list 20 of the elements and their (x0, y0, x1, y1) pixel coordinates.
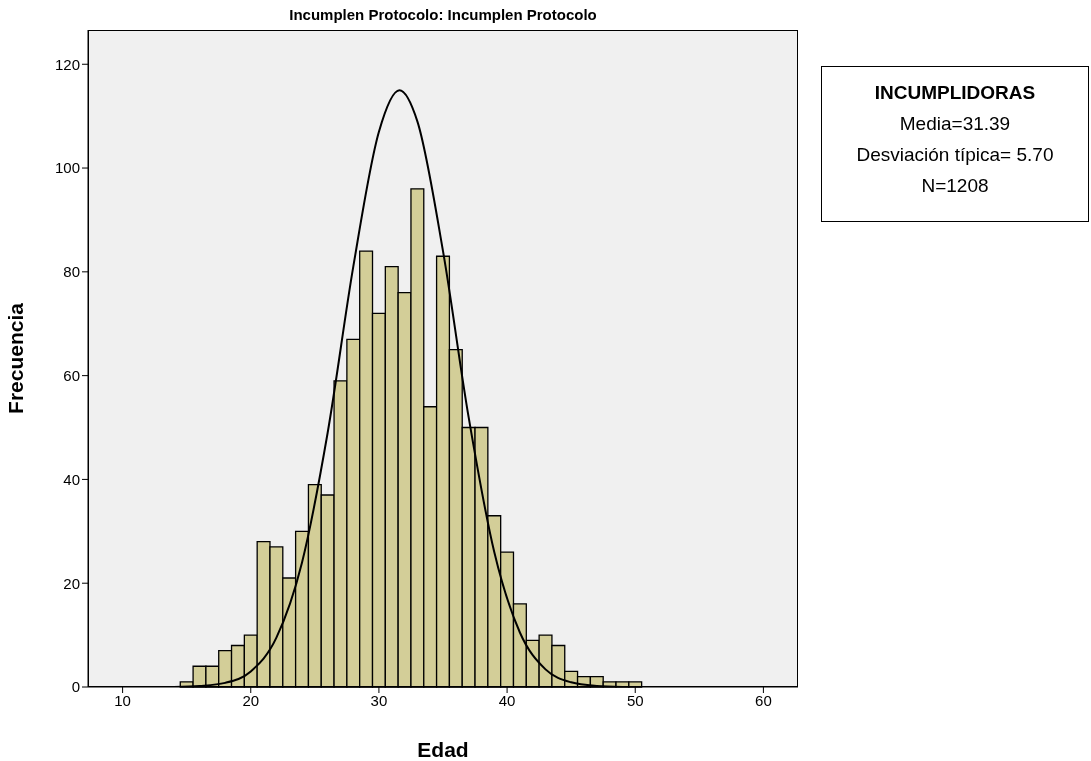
x-tick-label: 60 (755, 691, 772, 709)
y-tick-label: 60 (63, 366, 80, 384)
x-tick-label: 30 (370, 691, 388, 709)
y-tick-label: 20 (63, 574, 80, 592)
y-axis-title: Frecuencia (4, 302, 28, 414)
y-tick-label: 80 (63, 263, 80, 281)
chart-title: Incumplen Protocolo: Incumplen Protocolo (288, 6, 598, 23)
x-tick-label: 50 (626, 691, 644, 709)
y-tick-label: 120 (54, 55, 80, 73)
y-tick-label: 0 (71, 678, 80, 696)
x-tick-label: 20 (242, 691, 260, 709)
y-tick-label: 100 (54, 159, 80, 177)
x-tick-label: 10 (114, 691, 131, 709)
x-tick-label: 40 (498, 691, 516, 709)
text: Desviación típica= 5.70 (855, 143, 1055, 167)
text: N=1208 (920, 174, 990, 198)
y-tick-label: 40 (63, 470, 80, 488)
text: Media=31.39 (898, 112, 1012, 136)
text: INCUMPLIDORAS (873, 81, 1037, 105)
x-axis-title: Edad (417, 738, 469, 761)
